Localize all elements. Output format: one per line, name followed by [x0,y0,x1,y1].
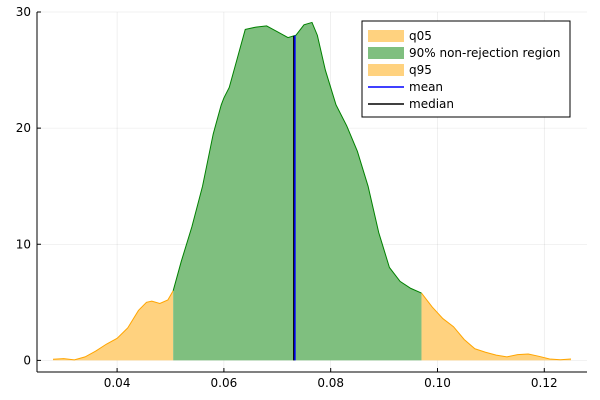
legend-label-2: q95 [409,63,432,77]
q05-tail-area [53,290,174,361]
x-tick-label-0: 0.04 [104,376,131,390]
legend-label-0: q05 [409,29,432,43]
q95-tail-outline [421,292,572,361]
summary-lines [293,35,296,361]
non-rejection-outline [172,21,422,294]
legend-label-4: median [409,97,454,111]
x-tick-label-4: 0.12 [531,376,558,390]
legend-swatch-1 [368,47,404,59]
axes [36,12,587,373]
y-tick-label-2: 20 [16,121,31,135]
legend-swatch-2 [368,64,404,76]
y-tick-label-3: 30 [16,5,31,19]
legend-swatch-0 [368,30,404,42]
x-tick-label-2: 0.08 [317,376,344,390]
ticks: 0.04 0.06 0.08 0.10 0.12 0 10 20 30 [16,5,558,390]
y-tick-label-1: 10 [16,237,31,251]
x-tick-label-1: 0.06 [211,376,238,390]
x-tick-label-3: 0.10 [424,376,451,390]
legend-label-1: 90% non-rejection region [409,46,561,60]
y-tick-label-0: 0 [23,353,31,367]
legend: q05 90% non-rejection region q95 mean median [361,20,571,118]
q95-tail-area [421,293,571,361]
density-areas [52,21,572,361]
non-rejection-area [173,22,422,361]
legend-label-3: mean [409,80,443,94]
q05-tail-outline [52,290,174,361]
